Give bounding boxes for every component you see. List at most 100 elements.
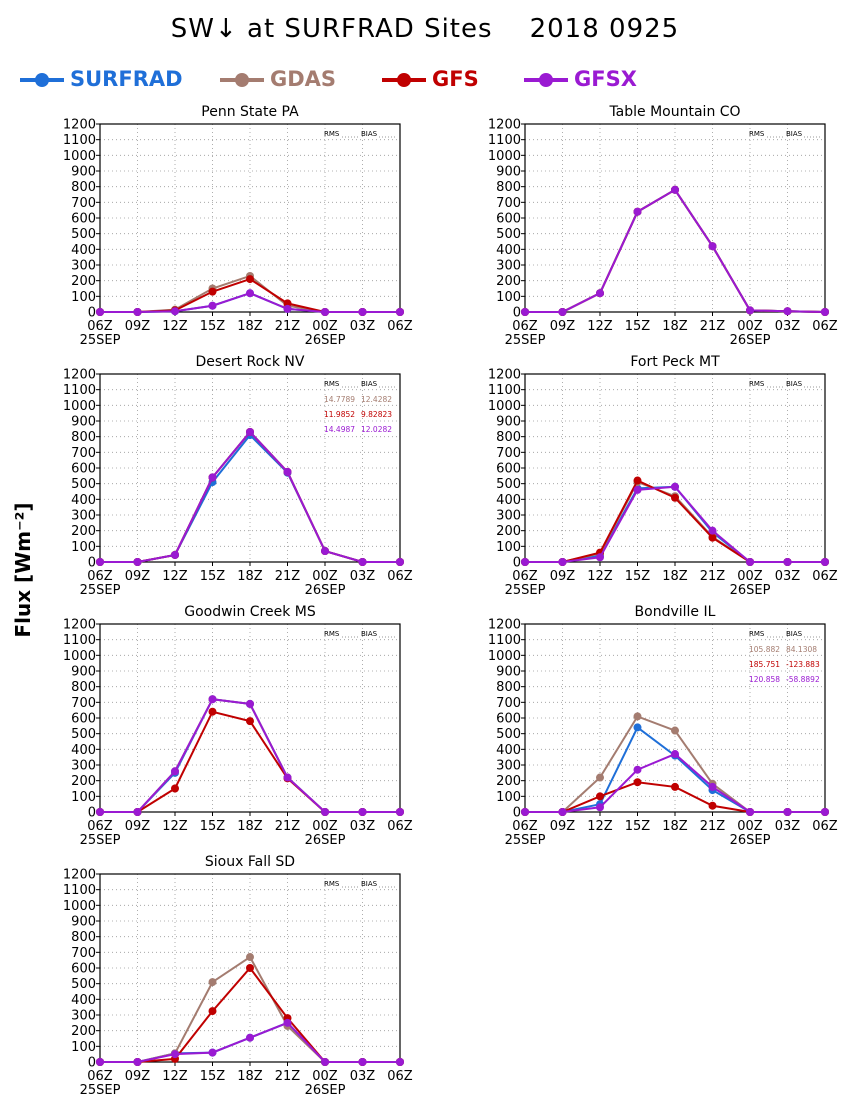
- x-tick-label: 18Z: [662, 319, 688, 334]
- data-point-gfsx: [133, 1058, 142, 1066]
- y-tick-label: 0: [88, 556, 96, 571]
- x-tick-label: 06Z: [387, 319, 413, 334]
- y-tick-label: 600: [496, 712, 521, 727]
- data-point-gfsx: [671, 482, 679, 491]
- x-tick-label: 06Z: [812, 819, 838, 834]
- y-tick-label: 900: [496, 415, 521, 430]
- x-tick-label: 21Z: [275, 1069, 301, 1084]
- x-tick-label: 21Z: [275, 319, 301, 334]
- data-point-gfsx: [358, 308, 367, 316]
- data-point-gfsx: [596, 553, 604, 562]
- x-tick-label: 12Z: [162, 569, 188, 584]
- y-tick-label: 1100: [63, 883, 96, 898]
- data-point-gfsx: [633, 207, 642, 216]
- stats-header-rms: RMS: [749, 380, 765, 388]
- x-tick-label: 12Z: [162, 819, 188, 834]
- y-tick-label: 1100: [488, 383, 521, 398]
- data-point-gfsx: [321, 808, 329, 816]
- y-tick-label: 200: [71, 774, 96, 789]
- data-point-gfs: [208, 707, 217, 716]
- data-point-surfrad: [633, 723, 642, 732]
- legend-marker-icon: [20, 73, 64, 87]
- data-point-gfs: [708, 533, 717, 542]
- stats-bias-value: 9.82823: [361, 410, 392, 419]
- data-point-gfsx: [358, 558, 367, 566]
- x-tick-label: 18Z: [237, 569, 263, 584]
- x-tick-label: 06Z: [512, 319, 538, 334]
- stats-header-bias: BIAS: [786, 380, 803, 388]
- x-date-label: 26SEP: [305, 1083, 346, 1098]
- y-tick-label: 1000: [488, 399, 521, 414]
- stats-rms-value: 120.858: [749, 675, 780, 684]
- x-tick-label: 18Z: [237, 819, 263, 834]
- y-tick-label: 1000: [488, 649, 521, 664]
- y-tick-label: 500: [496, 477, 521, 492]
- data-point-gfs: [246, 275, 254, 284]
- x-tick-label: 03Z: [350, 1069, 376, 1084]
- stats-header-bias: BIAS: [361, 630, 378, 638]
- data-point-gdas: [208, 978, 217, 987]
- legend-label: GFSX: [574, 67, 637, 91]
- data-point-gfsx: [208, 695, 217, 704]
- y-tick-label: 100: [71, 290, 96, 305]
- y-tick-label: 500: [71, 227, 96, 242]
- data-point-gfsx: [746, 808, 754, 816]
- y-tick-label: 500: [496, 727, 521, 742]
- y-tick-label: 400: [71, 743, 96, 758]
- x-tick-label: 15Z: [200, 569, 226, 584]
- x-tick-label: 09Z: [550, 319, 576, 334]
- y-tick-label: 200: [496, 274, 521, 289]
- stats-rms-value: 14.7789: [324, 395, 355, 404]
- stats-header-bias: BIAS: [786, 130, 803, 138]
- data-point-gfs: [671, 493, 679, 502]
- x-date-label: 26SEP: [305, 833, 346, 848]
- x-tick-label: 06Z: [812, 319, 838, 334]
- data-point-gfs: [171, 784, 179, 793]
- x-tick-label: 15Z: [625, 319, 651, 334]
- x-date-label: 26SEP: [730, 333, 771, 348]
- stats-bias-value: 84.1308: [786, 645, 817, 654]
- data-point-gfs: [671, 782, 679, 791]
- panel-title: Bondville IL: [635, 604, 716, 620]
- legend-label: GDAS: [270, 67, 337, 91]
- stats-rms-value: 11.9852: [324, 410, 355, 419]
- data-point-gfsx: [321, 547, 329, 556]
- x-tick-label: 06Z: [512, 819, 538, 834]
- y-tick-label: 100: [496, 540, 521, 555]
- data-point-gfsx: [133, 308, 142, 316]
- x-tick-label: 09Z: [125, 569, 151, 584]
- y-tick-label: 1000: [63, 649, 96, 664]
- stats-header-rms: RMS: [324, 130, 340, 138]
- data-point-gfsx: [396, 558, 404, 566]
- data-point-gfsx: [96, 808, 104, 816]
- y-tick-label: 900: [496, 165, 521, 180]
- y-tick-label: 1100: [63, 633, 96, 648]
- y-tick-label: 400: [71, 243, 96, 258]
- x-date-label: 26SEP: [305, 583, 346, 598]
- data-point-gfsx: [283, 467, 292, 476]
- y-tick-label: 1200: [488, 618, 521, 633]
- legend-label: GFS: [432, 67, 479, 91]
- stats-rms-value: 105.882: [749, 645, 780, 654]
- data-point-gfsx: [246, 699, 254, 708]
- y-tick-label: 300: [496, 259, 521, 274]
- y-tick-label: 800: [496, 680, 521, 695]
- y-tick-label: 800: [71, 180, 96, 195]
- y-tick-label: 200: [71, 1024, 96, 1039]
- y-tick-label: 400: [496, 243, 521, 258]
- x-tick-label: 12Z: [587, 819, 613, 834]
- y-tick-label: 200: [71, 274, 96, 289]
- panel-title: Penn State PA: [201, 104, 299, 120]
- data-point-gfsx: [396, 1058, 404, 1066]
- x-date-label: 25SEP: [80, 333, 121, 348]
- y-tick-label: 600: [496, 212, 521, 227]
- data-point-gfsx: [246, 1033, 254, 1042]
- data-point-gfsx: [671, 750, 679, 759]
- x-tick-label: 12Z: [587, 569, 613, 584]
- panel-penn-state-pa: Penn State PA 010020030040050060070080090…: [63, 104, 413, 348]
- data-point-gfsx: [521, 808, 529, 816]
- y-tick-label: 100: [71, 540, 96, 555]
- y-tick-label: 700: [71, 946, 96, 961]
- y-tick-label: 1000: [63, 149, 96, 164]
